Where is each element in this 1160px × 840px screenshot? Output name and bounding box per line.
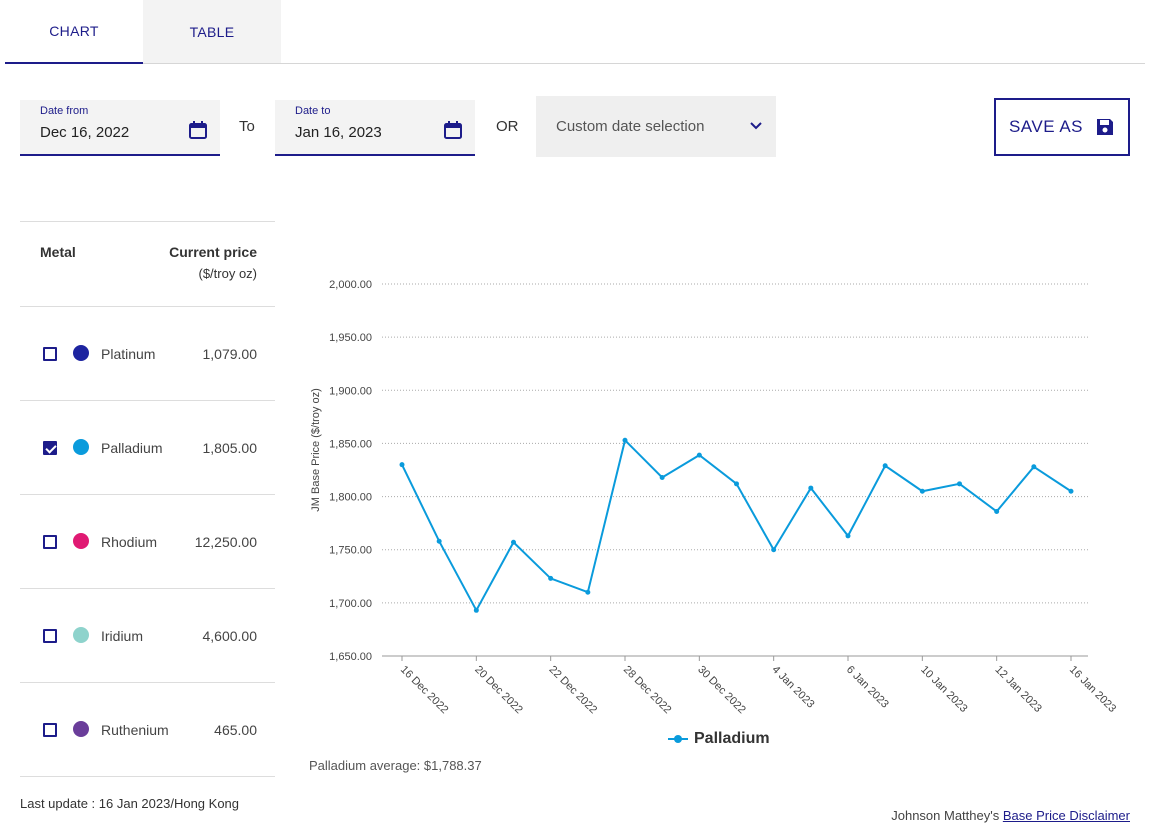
x-tick-label: 6 Jan 2023 — [844, 664, 891, 711]
save-as-button[interactable]: SAVE AS — [994, 98, 1130, 156]
metal-table-header: Metal Current price ($/troy oz) — [20, 221, 275, 307]
metal-name: Iridium — [101, 628, 144, 644]
x-tick-label: 30 Dec 2022 — [695, 664, 748, 717]
platinum-color-dot — [73, 345, 89, 361]
date-from-field[interactable]: Date from Dec 16, 2022 — [20, 100, 220, 156]
y-tick-label: 1,950.00 — [329, 332, 372, 344]
disclaimer-prefix: Johnson Matthey's — [891, 808, 1003, 823]
tab-table[interactable]: TABLE — [143, 0, 281, 63]
legend-line-marker-icon — [668, 735, 688, 743]
disclaimer: Johnson Matthey's Base Price Disclaimer — [891, 808, 1130, 823]
data-point[interactable] — [994, 508, 1000, 514]
calendar-icon[interactable] — [443, 120, 463, 140]
data-point[interactable] — [622, 437, 628, 443]
chevron-down-icon — [750, 122, 762, 130]
data-point[interactable] — [882, 463, 888, 469]
custom-date-select[interactable]: Custom date selection — [536, 96, 776, 157]
metal-row-iridium: Iridium 4,600.00 — [20, 589, 275, 683]
y-tick-label: 1,800.00 — [329, 492, 372, 504]
x-tick-label: 16 Dec 2022 — [398, 664, 451, 717]
metal-price: 1,079.00 — [202, 346, 258, 362]
y-axis-label: JM Base Price ($/troy oz) — [310, 388, 322, 511]
iridium-color-dot — [73, 627, 89, 643]
ruthenium-color-dot — [73, 721, 89, 737]
x-tick-label: 10 Jan 2023 — [918, 664, 969, 715]
calendar-icon[interactable] — [188, 120, 208, 140]
palladium-color-dot — [73, 439, 89, 455]
metal-name: Platinum — [101, 346, 156, 362]
metal-price: 4,600.00 — [202, 628, 258, 644]
legend-palladium[interactable]: Palladium — [668, 730, 770, 748]
metal-name: Rhodium — [101, 534, 158, 550]
date-to-field[interactable]: Date to Jan 16, 2023 — [275, 100, 475, 156]
date-from-value[interactable]: Dec 16, 2022 — [40, 124, 130, 141]
data-point[interactable] — [659, 474, 665, 480]
average-price-text: Palladium average: $1,788.37 — [309, 758, 482, 773]
metal-row-palladium: Palladium 1,805.00 — [20, 401, 275, 495]
platinum-checkbox[interactable] — [43, 347, 57, 361]
metal-name: Palladium — [101, 440, 163, 456]
y-tick-label: 1,650.00 — [329, 651, 372, 663]
x-tick-label: 22 Dec 2022 — [547, 664, 600, 717]
metal-name: Ruthenium — [101, 722, 169, 738]
metal-price: 1,805.00 — [202, 440, 258, 456]
floppy-disk-icon — [1097, 119, 1114, 135]
data-point[interactable] — [919, 488, 925, 494]
to-text: To — [239, 118, 255, 135]
data-point[interactable] — [585, 589, 591, 595]
data-point[interactable] — [771, 547, 777, 553]
date-to-label: Date to — [295, 105, 331, 117]
x-tick-label: 16 Jan 2023 — [1067, 664, 1118, 715]
palladium-checkbox[interactable] — [43, 441, 57, 455]
y-tick-label: 1,700.00 — [329, 598, 372, 610]
metal-price: 12,250.00 — [194, 534, 257, 550]
price-line-chart: JM Base Price ($/troy oz) 2,000.00 1,950.… — [310, 279, 1118, 717]
ruthenium-checkbox[interactable] — [43, 723, 57, 737]
header-metal: Metal — [40, 244, 76, 260]
metal-price: 465.00 — [214, 722, 257, 738]
data-point[interactable] — [957, 481, 962, 487]
legend-label: Palladium — [694, 730, 770, 747]
custom-date-select-value: Custom date selection — [556, 118, 705, 135]
date-from-label: Date from — [40, 105, 89, 117]
metal-row-ruthenium: Ruthenium 465.00 — [20, 683, 275, 777]
data-point[interactable] — [808, 485, 814, 491]
y-tick-label: 1,750.00 — [329, 545, 372, 557]
iridium-checkbox[interactable] — [43, 629, 57, 643]
y-tick-label: 1,900.00 — [329, 385, 372, 397]
or-text: OR — [496, 118, 519, 135]
data-point[interactable] — [734, 481, 739, 487]
date-to-value[interactable]: Jan 16, 2023 — [295, 124, 382, 141]
rhodium-checkbox[interactable] — [43, 535, 57, 549]
data-point[interactable] — [1031, 464, 1037, 470]
view-tabs: CHART TABLE — [5, 0, 1145, 64]
data-point[interactable] — [1068, 488, 1074, 494]
data-point[interactable] — [548, 575, 554, 581]
metal-row-rhodium: Rhodium 12,250.00 — [20, 495, 275, 589]
header-current-price: Current price — [169, 244, 257, 260]
y-tick-label: 2,000.00 — [329, 279, 372, 291]
data-point[interactable] — [399, 462, 405, 468]
header-price-unit: ($/troy oz) — [198, 266, 257, 281]
base-price-disclaimer-link[interactable]: Base Price Disclaimer — [1002, 808, 1130, 823]
data-point[interactable] — [696, 452, 702, 458]
save-as-label: SAVE AS — [1008, 117, 1084, 136]
data-point[interactable] — [473, 607, 479, 613]
metal-price-table: Metal Current price ($/troy oz) Platinum… — [20, 221, 275, 777]
last-update-text: Last update : 16 Jan 2023/Hong Kong — [20, 796, 240, 811]
x-tick-label: 28 Dec 2022 — [621, 664, 674, 717]
tab-chart[interactable]: CHART — [5, 0, 143, 64]
data-point[interactable] — [511, 539, 516, 545]
y-tick-label: 1,850.00 — [329, 438, 372, 450]
rhodium-color-dot — [73, 533, 89, 549]
x-tick-label: 4 Jan 2023 — [770, 664, 817, 711]
x-tick-label: 12 Jan 2023 — [993, 664, 1044, 715]
series-line-palladium — [401, 438, 1072, 613]
data-point[interactable] — [436, 538, 442, 544]
data-point[interactable] — [845, 533, 851, 539]
metal-row-platinum: Platinum 1,079.00 — [20, 307, 275, 401]
x-tick-label: 20 Dec 2022 — [472, 664, 525, 717]
